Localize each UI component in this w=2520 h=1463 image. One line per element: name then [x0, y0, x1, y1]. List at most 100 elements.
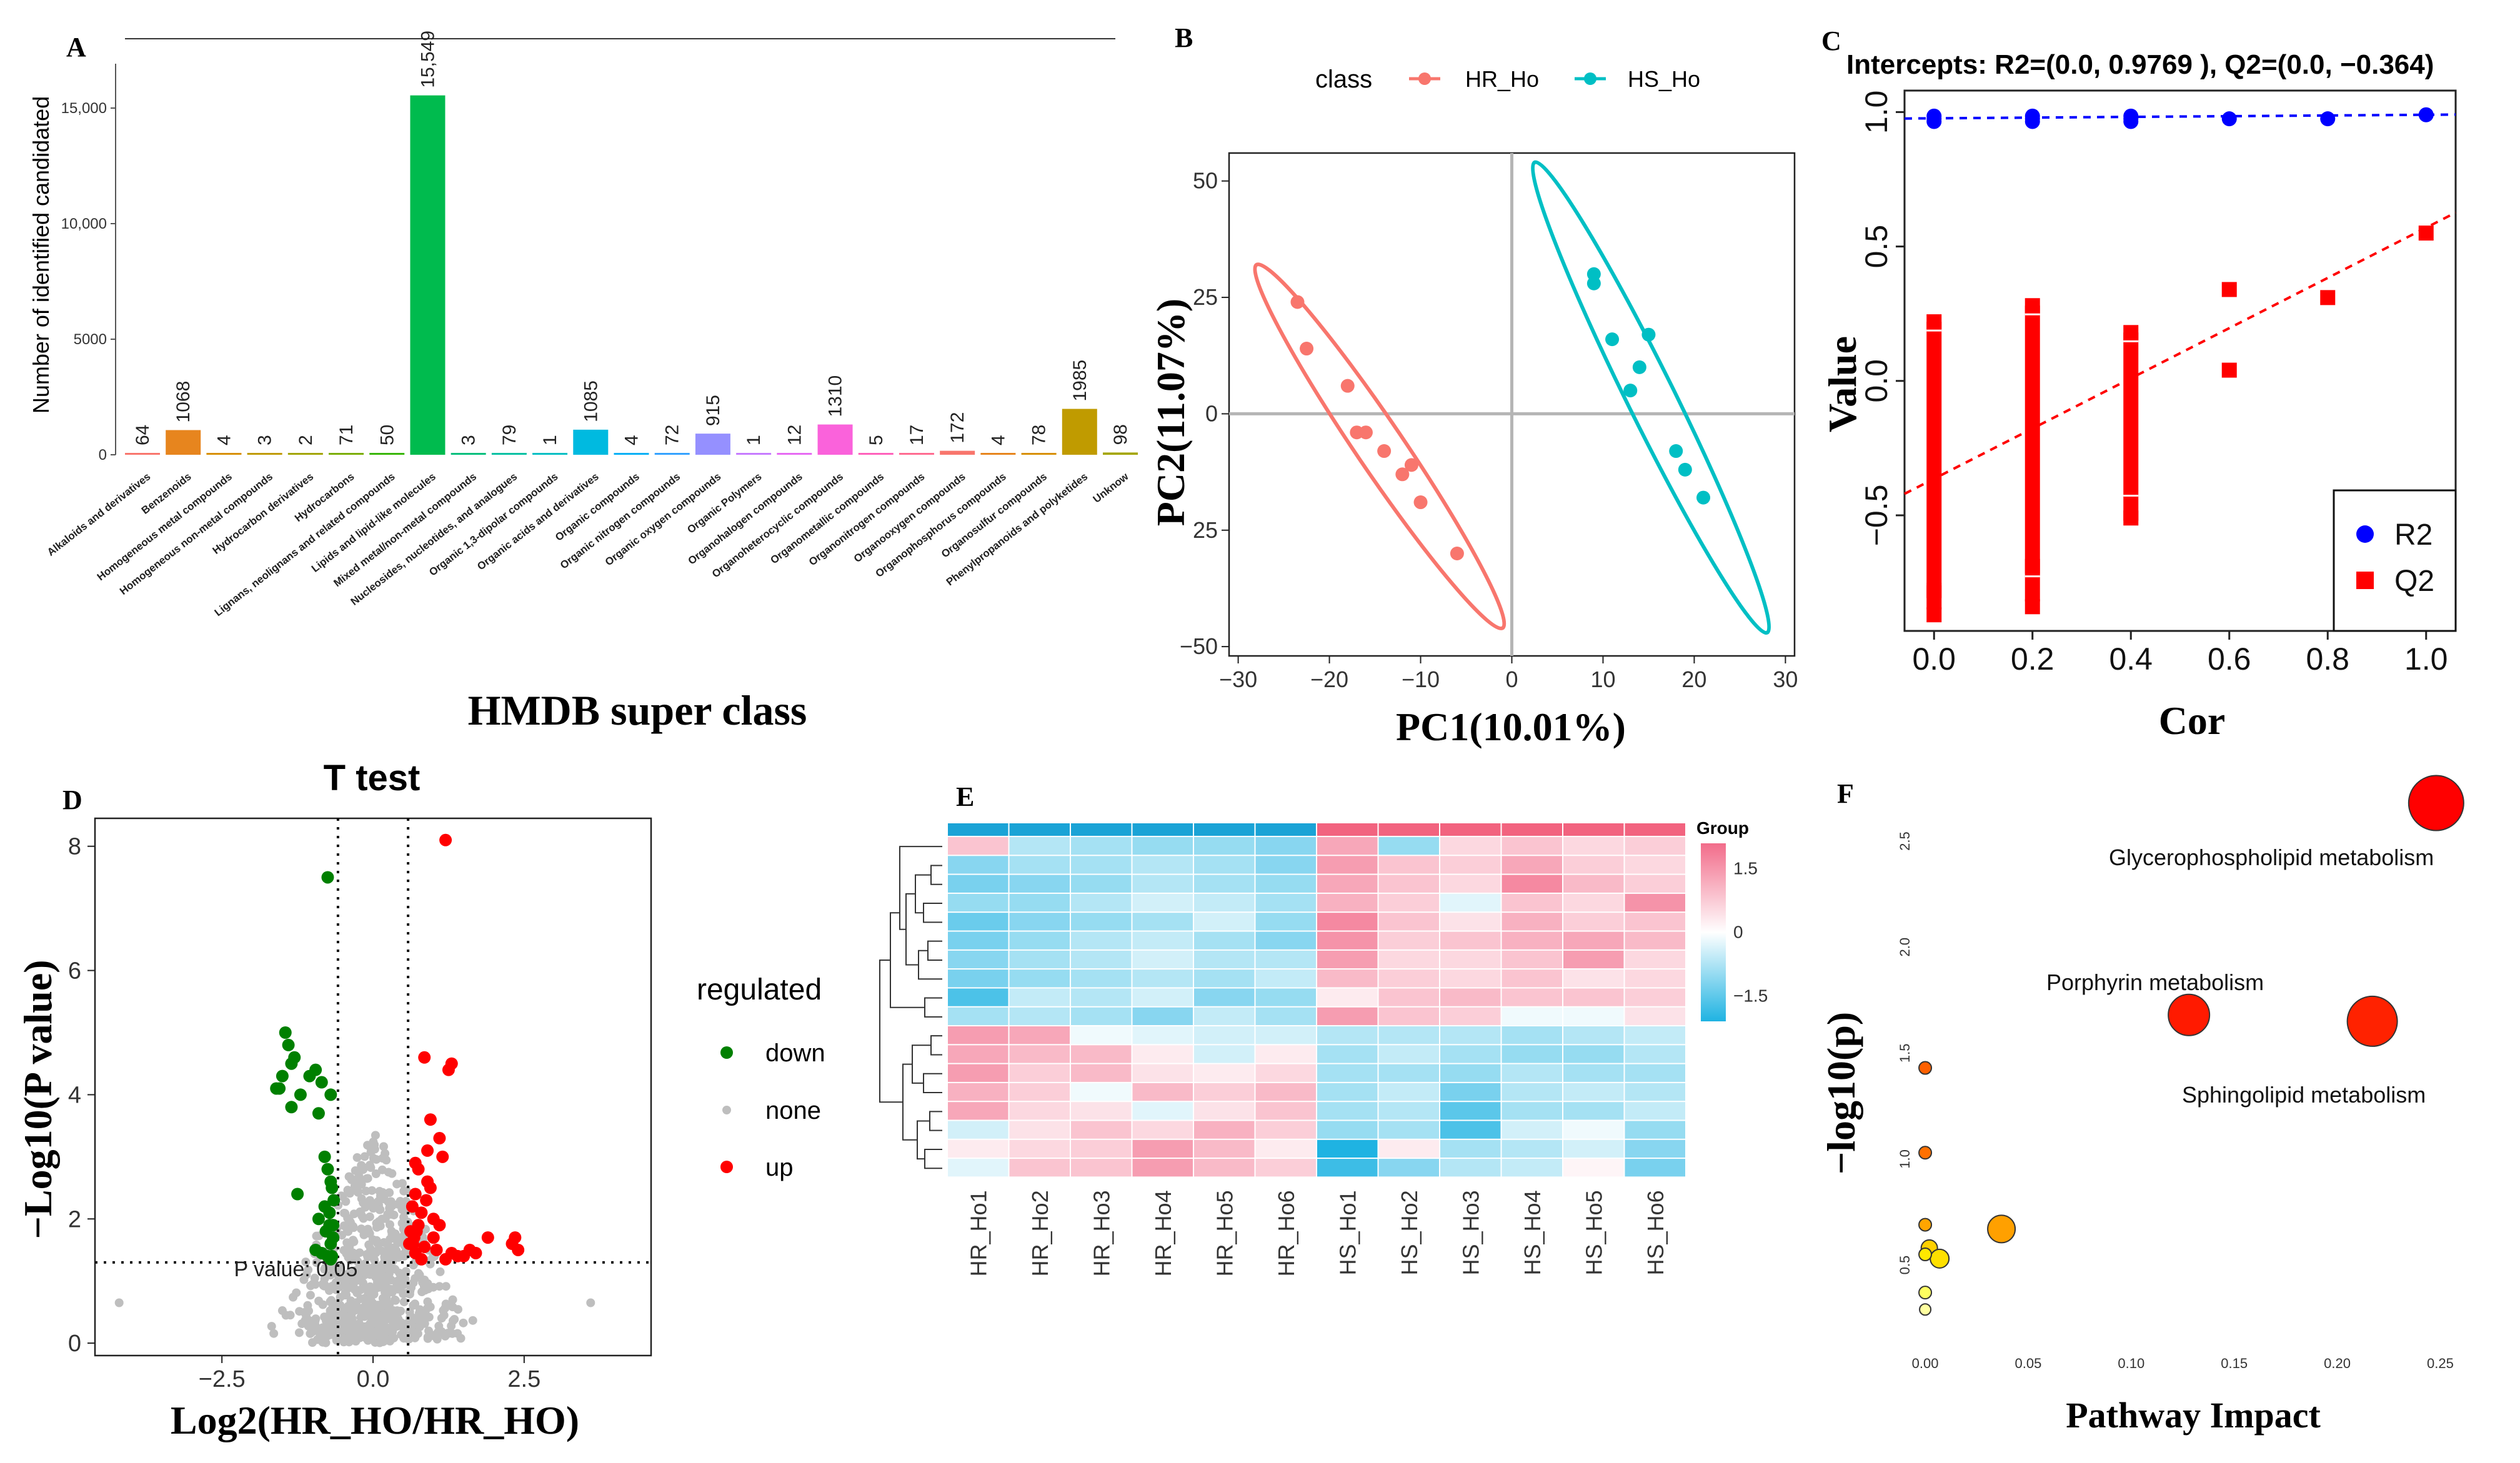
- panel-e-cell: [1009, 950, 1070, 969]
- panel-e-cell: [948, 1121, 1008, 1139]
- panel-e-cell: [1317, 1159, 1378, 1177]
- panel-e-cell: [1378, 1007, 1439, 1025]
- panel-d-down-point: [327, 1194, 341, 1207]
- panel-letter-d: D: [62, 785, 82, 815]
- panel-e-column-label: HS_Ho5: [1581, 1190, 1606, 1275]
- panel-f-pathway-point: [1918, 1247, 1933, 1262]
- panel-a-value-label: 915: [703, 395, 724, 426]
- panel-c-ytick-label: 0.5: [1859, 225, 1894, 269]
- panel-e-cell: [1194, 913, 1255, 931]
- panel-d-none-point: [352, 1153, 362, 1163]
- panel-e-cell: [1563, 837, 1624, 855]
- panel-d-none-point: [367, 1186, 377, 1195]
- panel-b-pca-plot: class HR_Ho HS_Ho PC2(11.07%) PC1(10.01%…: [1148, 66, 1798, 749]
- panel-c-legend-r2-label: R2: [2394, 518, 2433, 552]
- panel-c-fit-line: [1904, 211, 2456, 495]
- panel-e-cell: [1502, 1045, 1562, 1063]
- panel-e-cell: [1440, 1007, 1501, 1025]
- panel-e-cell: [1563, 950, 1624, 969]
- panel-c-q2-point: [1926, 607, 1942, 623]
- panel-d-none-point: [302, 1270, 311, 1279]
- panel-d-none-point: [385, 1204, 394, 1214]
- panel-a-category-label: Mixed metal/non-metal compounds: [331, 470, 479, 589]
- panel-d-none-point: [369, 1204, 378, 1213]
- panel-f-pathway-plot: −log10(p) Pathway Impact 0.00 0.05 0.10 0.1…: [1819, 775, 2464, 1436]
- panel-e-cell: [948, 837, 1008, 855]
- panel-e-cell: [1255, 1064, 1316, 1082]
- panel-letter-f: F: [1837, 778, 1854, 809]
- panel-c-q2-point: [2024, 599, 2040, 615]
- panel-c-q2-point: [2024, 558, 2040, 574]
- panel-f-xtick-label: 0.00: [1912, 1356, 1939, 1371]
- panel-c-legend-r2-marker: [2356, 525, 2374, 543]
- panel-d-none-point: [381, 1214, 390, 1223]
- panel-d-down-point: [291, 1188, 304, 1201]
- panel-e-legend-title: Group: [1696, 818, 1749, 838]
- panel-e-dendrogram: [879, 846, 942, 1169]
- panel-d-none-point: [351, 1253, 361, 1262]
- panel-e-cell: [1440, 1026, 1501, 1044]
- panel-e-cell: [1317, 1121, 1378, 1139]
- panel-d-down-point: [321, 1163, 334, 1176]
- panel-d-none-point: [371, 1261, 381, 1270]
- panel-b-ytick-label: −50: [1180, 633, 1218, 659]
- panel-a-bar-chart: Number of identified candidated HMDB sup…: [28, 31, 1138, 734]
- panel-a-bar: [695, 434, 730, 455]
- panel-e-group-cell: [1194, 823, 1255, 836]
- panel-d-ytick-label: 8: [68, 834, 81, 860]
- panel-e-cell: [1378, 875, 1439, 893]
- panel-d-none-point: [439, 1306, 448, 1315]
- panel-a-bar: [736, 453, 772, 455]
- panel-d-down-point: [315, 1076, 328, 1089]
- panel-c-q2-point: [2418, 226, 2434, 241]
- panel-e-cell: [1317, 1007, 1378, 1025]
- panel-a-bar: [1021, 453, 1057, 455]
- panel-e-cell: [1255, 950, 1316, 969]
- panel-d-none-point: [318, 1337, 327, 1347]
- panel-d-none-point: [420, 1275, 429, 1284]
- panel-b-point: [1669, 444, 1683, 459]
- panel-e-cell: [1132, 931, 1193, 950]
- panel-e-cell: [1625, 837, 1685, 855]
- panel-e-cell: [1009, 1083, 1070, 1101]
- panel-d-down-point: [323, 1206, 336, 1219]
- panel-d-none-point: [377, 1165, 387, 1174]
- panel-e-dendrogram-branch: [930, 865, 942, 885]
- panel-e-cell: [1255, 1102, 1316, 1120]
- panel-d-none-point: [419, 1282, 429, 1291]
- panel-e-cell: [1502, 875, 1562, 893]
- panel-d-up-point: [409, 1188, 422, 1201]
- panel-d-none-point: [357, 1194, 366, 1203]
- panel-e-cell: [1625, 988, 1685, 1006]
- panel-e-cell: [1502, 970, 1562, 988]
- panel-b-point: [1632, 360, 1646, 374]
- panel-d-up-point: [427, 1231, 440, 1244]
- panel-a-xlabel: HMDB super class: [468, 687, 807, 734]
- panel-a-value-label: 1: [540, 435, 560, 445]
- panel-d-none-point: [295, 1307, 304, 1316]
- panel-e-cell: [1009, 1064, 1070, 1082]
- panel-a-value-label: 1310: [825, 375, 846, 417]
- panel-e-group-cell: [1317, 823, 1378, 836]
- panel-e-cell: [1563, 1064, 1624, 1082]
- panel-e-cell: [1071, 837, 1132, 855]
- panel-e-cell: [1378, 1102, 1439, 1120]
- panel-f-xtick-label: 0.15: [2221, 1356, 2248, 1371]
- panel-letter-b: B: [1175, 22, 1193, 53]
- panel-e-cell: [1071, 893, 1132, 912]
- panel-e-cell: [1255, 875, 1316, 893]
- panel-e-cell: [948, 1045, 1008, 1063]
- panel-e-cell: [1071, 931, 1132, 950]
- panel-d-none-point: [376, 1221, 385, 1231]
- panel-f-ytick-label: 2.0: [1897, 938, 1913, 957]
- panel-d-down-point: [324, 1237, 337, 1251]
- panel-d-none-point: [377, 1299, 386, 1309]
- panel-e-cell: [1625, 1026, 1685, 1044]
- panel-d-ytick-label: 4: [68, 1082, 81, 1108]
- panel-e-cell: [1009, 1007, 1070, 1025]
- panel-e-column-label: HR_Ho1: [965, 1190, 991, 1276]
- panel-d-none-point: [433, 1328, 442, 1337]
- panel-e-cell: [1563, 1139, 1624, 1158]
- panel-e-cell: [1255, 1159, 1316, 1177]
- panel-d-up-point: [415, 1252, 428, 1266]
